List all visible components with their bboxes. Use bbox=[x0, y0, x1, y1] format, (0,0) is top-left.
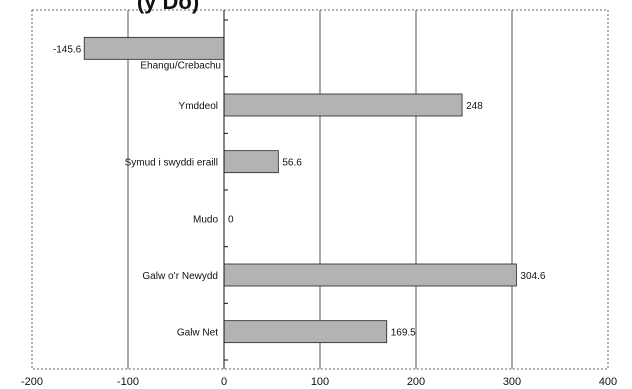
chart-title: (y Do) bbox=[137, 0, 199, 14]
bars bbox=[83, 36, 517, 344]
value-label: -145.6 bbox=[53, 44, 82, 55]
category-label: Symud i swyddi eraill bbox=[125, 158, 218, 169]
x-tick-labels: -200 -100 0 100 200 300 400 bbox=[21, 376, 617, 388]
bar bbox=[223, 93, 463, 117]
x-tick-label: -100 bbox=[117, 376, 139, 388]
bar bbox=[223, 150, 279, 174]
value-label: 56.6 bbox=[282, 158, 302, 169]
value-label: 169.5 bbox=[391, 328, 416, 339]
x-tick-label: 100 bbox=[311, 376, 329, 388]
x-tick-label: 400 bbox=[599, 376, 617, 388]
category-axis bbox=[223, 10, 228, 369]
category-label: Ehangu/Crebachu bbox=[140, 60, 221, 71]
value-label: 0 bbox=[228, 214, 234, 225]
bar bbox=[223, 263, 517, 287]
grid-lines bbox=[127, 10, 513, 369]
x-tick-label: -200 bbox=[21, 376, 43, 388]
category-label: Galw o’r Newydd bbox=[142, 271, 218, 282]
x-tick-label: 200 bbox=[407, 376, 425, 388]
value-label: 304.6 bbox=[520, 271, 545, 282]
category-labels: Ehangu/Crebachu Ymddeol Symud i swyddi era… bbox=[125, 60, 221, 338]
x-tick-label: 0 bbox=[221, 376, 227, 388]
value-label: 248 bbox=[466, 101, 483, 112]
category-label: Ymddeol bbox=[179, 101, 218, 112]
category-label: Galw Net bbox=[177, 328, 218, 339]
bar bbox=[83, 36, 225, 60]
bar bbox=[223, 320, 388, 344]
category-label: Mudo bbox=[193, 214, 218, 225]
x-tick-label: 300 bbox=[503, 376, 521, 388]
value-labels: -145.6 248 56.6 0 304.6 169.5 bbox=[53, 44, 546, 338]
